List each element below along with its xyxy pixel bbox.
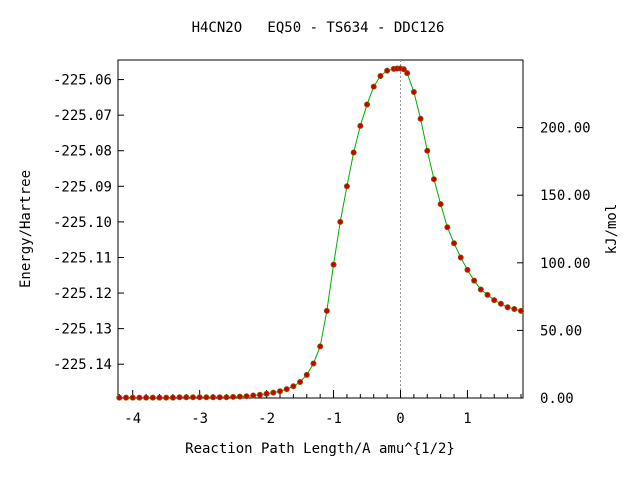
data-point	[163, 394, 170, 401]
data-point	[276, 388, 283, 395]
data-point	[417, 115, 424, 122]
x-tick-label: -2	[258, 411, 275, 427]
data-point	[256, 391, 263, 398]
y-tick-label: -225.09	[53, 179, 112, 195]
data-point	[297, 378, 304, 385]
data-point	[497, 300, 504, 307]
y-tick-label: -225.14	[53, 357, 112, 373]
data-point	[116, 394, 123, 401]
x-tick-label: 0	[396, 411, 404, 427]
y-tick-label: -225.12	[53, 286, 112, 302]
data-point	[210, 394, 217, 401]
data-point	[236, 393, 243, 400]
data-point	[303, 371, 310, 378]
y2-axis-label: kJ/mol	[604, 204, 620, 255]
data-point	[477, 286, 484, 293]
data-point	[330, 261, 337, 268]
y2-tick-label: 0.00	[540, 391, 574, 407]
x-tick-label: -3	[191, 411, 208, 427]
data-point	[517, 307, 524, 314]
data-point	[384, 67, 391, 74]
data-point	[263, 390, 270, 397]
y2-tick-label: 200.00	[540, 121, 591, 137]
data-point	[196, 394, 203, 401]
data-point	[511, 306, 518, 313]
data-point	[143, 394, 150, 401]
data-points	[116, 65, 524, 401]
x-tick-label: -1	[325, 411, 342, 427]
chart-title: H4CN2O EQ50 - TS634 - DDC126	[192, 20, 445, 36]
data-point	[410, 89, 417, 96]
x-axis-label: Reaction Path Length/A amu^{1/2}	[185, 441, 455, 457]
data-point	[283, 386, 290, 393]
data-point	[457, 254, 464, 261]
y-tick-label: -225.08	[53, 144, 112, 160]
data-point	[400, 66, 407, 73]
data-point	[337, 218, 344, 225]
data-point	[203, 394, 210, 401]
data-point	[230, 393, 237, 400]
data-point	[504, 304, 511, 311]
y-tick-label: -225.07	[53, 108, 112, 124]
data-point	[290, 383, 297, 390]
data-point	[189, 394, 196, 401]
y-tick-label: -225.13	[53, 322, 112, 338]
data-point	[370, 83, 377, 90]
data-point	[183, 394, 190, 401]
data-point	[491, 297, 498, 304]
data-point	[350, 149, 357, 156]
y2-tick-label: 150.00	[540, 188, 591, 204]
data-point	[437, 201, 444, 208]
data-point	[404, 70, 411, 77]
data-point	[250, 392, 257, 399]
data-point	[149, 394, 156, 401]
data-point	[136, 394, 143, 401]
data-point	[243, 393, 250, 400]
data-point	[364, 101, 371, 108]
data-point	[169, 394, 176, 401]
data-point	[424, 147, 431, 154]
data-point	[323, 307, 330, 314]
data-point	[129, 394, 136, 401]
data-point	[216, 394, 223, 401]
data-point	[484, 291, 491, 298]
y-axis-label: Energy/Hartree	[18, 170, 34, 288]
data-point	[377, 73, 384, 80]
data-point	[317, 343, 324, 350]
data-point	[270, 389, 277, 396]
data-point	[471, 277, 478, 284]
y-tick-label: -225.11	[53, 250, 112, 266]
x-tick-label: -4	[124, 411, 141, 427]
data-point	[464, 266, 471, 273]
data-point	[343, 183, 350, 190]
y-tick-label: -225.10	[53, 215, 112, 231]
data-point	[310, 360, 317, 367]
data-point	[223, 394, 230, 401]
data-point	[444, 224, 451, 231]
x-tick-label: 1	[463, 411, 471, 427]
data-point	[123, 394, 130, 401]
y-tick-label: -225.06	[53, 73, 112, 89]
data-point	[451, 240, 458, 247]
y2-tick-label: 100.00	[540, 256, 591, 272]
x-axis-ticks: -4 -3 -2 -1 0 1	[118, 390, 522, 427]
y2-tick-label: 50.00	[540, 323, 582, 339]
data-point	[156, 394, 163, 401]
y-axis-ticks: -225.06 -225.07 -225.08 -225.09 -225.10 -225.…	[53, 73, 124, 373]
data-point	[176, 394, 183, 401]
y2-axis-ticks: 0.00 50.00 100.00 150.00 200.00	[517, 121, 591, 407]
data-point	[430, 176, 437, 183]
data-point	[357, 122, 364, 129]
